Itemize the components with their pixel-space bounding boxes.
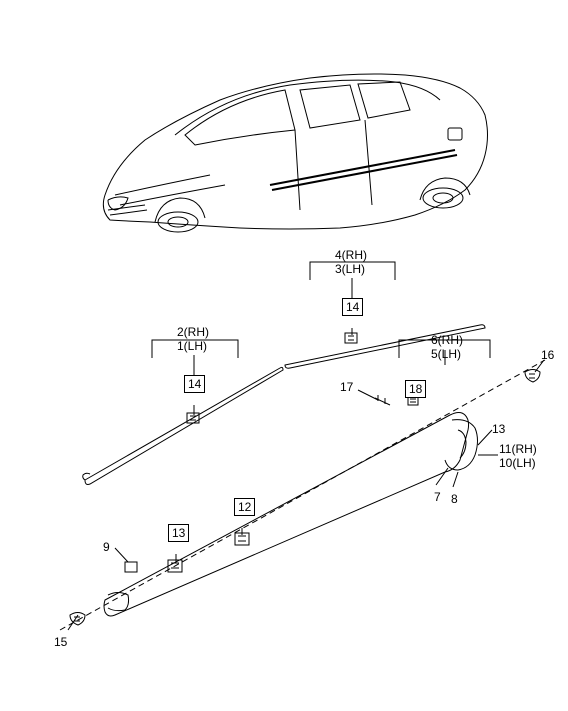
upper-molding-left bbox=[83, 367, 283, 484]
callout-text: 3(LH) bbox=[335, 262, 367, 276]
callout-c10: 11(RH)10(LH) bbox=[499, 442, 537, 471]
leader-line bbox=[436, 468, 448, 485]
callout-c4: 14 bbox=[184, 375, 205, 393]
callout-text: 17 bbox=[340, 380, 353, 394]
callout-c1: 4(RH)3(LH) bbox=[335, 248, 367, 277]
callout-text: 1(LH) bbox=[177, 339, 209, 353]
callout-c15: 9 bbox=[103, 540, 110, 554]
callout-c9: 13 bbox=[492, 422, 505, 436]
callout-c11: 7 bbox=[434, 490, 441, 504]
callout-c2: 14 bbox=[342, 298, 363, 316]
side-skirt-assembly bbox=[104, 395, 478, 616]
callout-c7: 17 bbox=[340, 380, 353, 394]
callout-text: 15 bbox=[54, 635, 67, 649]
callout-c8: 16 bbox=[541, 348, 554, 362]
end-fasteners bbox=[70, 370, 540, 626]
callout-c13: 12 bbox=[234, 498, 255, 516]
callout-c3: 2(RH)1(LH) bbox=[177, 325, 209, 354]
callout-c12: 8 bbox=[451, 492, 458, 506]
car-illustration bbox=[103, 74, 487, 232]
callout-text: 14 bbox=[188, 377, 201, 391]
callout-text: 6(RH) bbox=[431, 333, 463, 347]
callout-text: 5(LH) bbox=[431, 347, 463, 361]
callout-text: 13 bbox=[172, 526, 185, 540]
callout-text: 4(RH) bbox=[335, 248, 367, 262]
callout-c14: 13 bbox=[168, 524, 189, 542]
callout-c6: 18 bbox=[405, 380, 426, 398]
diagram-svg bbox=[0, 0, 568, 711]
callout-text: 13 bbox=[492, 422, 505, 436]
leader-line bbox=[478, 430, 492, 445]
leader-line bbox=[453, 472, 458, 487]
callout-text: 8 bbox=[451, 492, 458, 506]
callout-text: 10(LH) bbox=[499, 456, 537, 470]
callout-c5: 6(RH)5(LH) bbox=[431, 333, 463, 362]
callout-text: 2(RH) bbox=[177, 325, 209, 339]
leader-line bbox=[115, 548, 128, 562]
callout-text: 11(RH) bbox=[499, 442, 537, 456]
leader-line bbox=[358, 390, 378, 400]
callout-c16: 15 bbox=[54, 635, 67, 649]
callout-text: 14 bbox=[346, 300, 359, 314]
assembly-axis bbox=[60, 360, 545, 630]
leader-line bbox=[68, 615, 78, 630]
callout-text: 16 bbox=[541, 348, 554, 362]
callout-text: 12 bbox=[238, 500, 251, 514]
callout-text: 9 bbox=[103, 540, 110, 554]
callout-text: 7 bbox=[434, 490, 441, 504]
diagram-container: 4(RH)3(LH) 14 2(RH)1(LH) 14 6(RH)5(LH) 18 17 16… bbox=[0, 0, 568, 711]
callout-text: 18 bbox=[409, 382, 422, 396]
